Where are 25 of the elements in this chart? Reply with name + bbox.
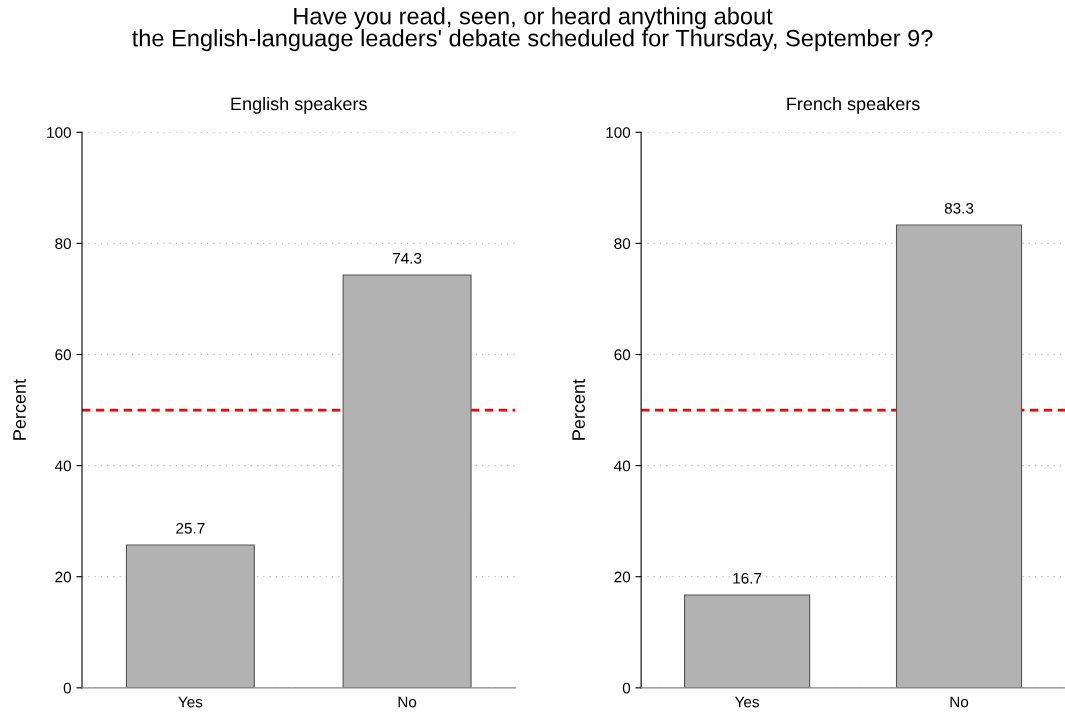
- y-tick-label: 60: [55, 349, 71, 361]
- x-tick-label: No: [398, 696, 417, 708]
- x-tick-label: Yes: [178, 696, 203, 708]
- y-tick-label: 80: [614, 238, 631, 250]
- x-tick-label: Yes: [734, 696, 760, 708]
- y-tick-label: 60: [614, 349, 631, 361]
- y-axis-title: Percent: [572, 379, 585, 440]
- y-tick-label: 100: [47, 127, 71, 138]
- y-tick-label: 80: [55, 238, 71, 250]
- y-tick-label: 40: [614, 460, 631, 472]
- y-tick-label: 0: [63, 682, 71, 694]
- y-tick-label: 100: [606, 127, 631, 138]
- data-label: 25.7: [176, 522, 205, 534]
- x-tick-label: No: [950, 696, 969, 708]
- chart-subtitle: French speakers: [787, 96, 920, 114]
- y-axis-title: Percent: [13, 379, 26, 440]
- chart-subtitle: English speakers: [231, 96, 367, 114]
- y-tick-label: 40: [54, 460, 71, 472]
- data-label: 74.3: [393, 252, 422, 264]
- data-label: 16.7: [733, 572, 762, 584]
- y-tick-label: 20: [614, 571, 631, 583]
- chart-title: Have you read, seen, or heard anything about the English-language leaders' debate scheduled for Thursday, September 9?: [132, 7, 933, 52]
- data-label: 83.3: [944, 202, 974, 214]
- y-tick-label: 20: [55, 571, 71, 583]
- y-tick-label: 0: [622, 682, 631, 694]
